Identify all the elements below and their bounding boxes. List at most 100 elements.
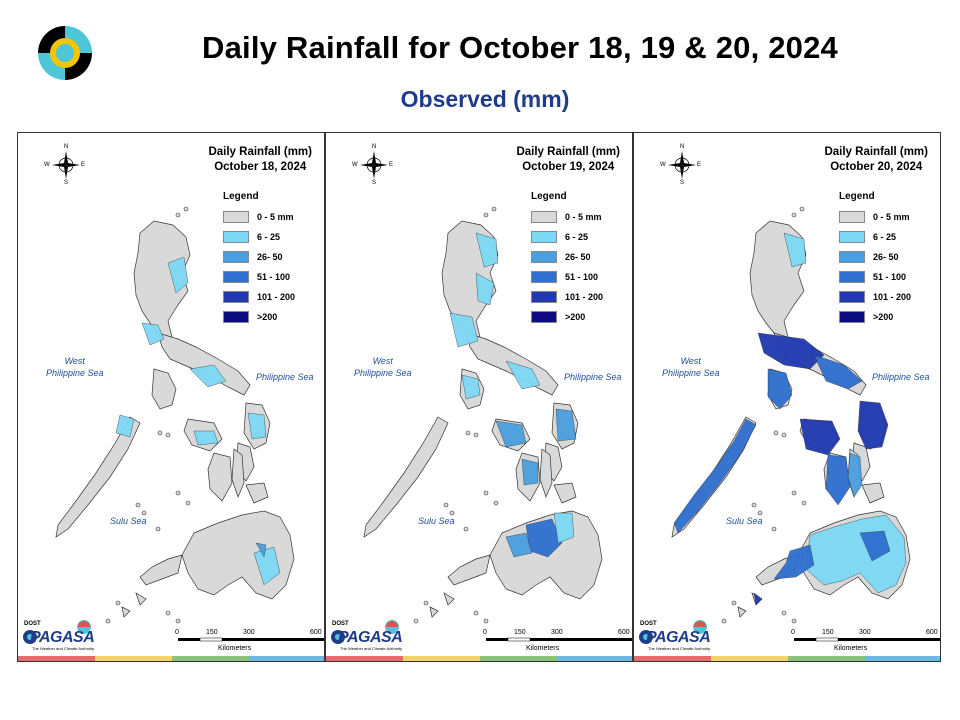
scale-tick: 600 bbox=[310, 629, 322, 636]
rainfall-area bbox=[847, 452, 863, 498]
page-subtitle: Observed (mm) bbox=[400, 86, 570, 112]
islet bbox=[721, 618, 727, 624]
legend-label: 101 - 200 bbox=[257, 292, 296, 302]
islet bbox=[175, 212, 181, 218]
compass-rose-icon bbox=[52, 151, 80, 179]
island-palawan bbox=[55, 416, 141, 538]
panel-title: Daily Rainfall (mm) October 18, 2024 bbox=[208, 145, 312, 175]
legend-swatch bbox=[839, 311, 865, 323]
stripe-segment bbox=[18, 656, 95, 661]
legend-swatch bbox=[839, 291, 865, 303]
island-negros bbox=[207, 452, 233, 502]
legend-swatch bbox=[531, 251, 557, 263]
island-zambo bbox=[447, 554, 491, 586]
rainfall-area bbox=[757, 332, 825, 370]
scale-unit: Kilometers bbox=[834, 645, 868, 652]
legend-swatch bbox=[223, 231, 249, 243]
compass-w: W bbox=[660, 162, 666, 168]
stripe-segment bbox=[557, 656, 632, 661]
rainfall-area bbox=[673, 418, 757, 534]
rainfall-area bbox=[783, 232, 807, 268]
legend-label: 6 - 25 bbox=[257, 232, 281, 242]
sea-label-sulu: Sulu Sea bbox=[110, 516, 147, 526]
islet bbox=[791, 212, 797, 218]
compass-w: W bbox=[44, 162, 50, 168]
rainfall-area bbox=[521, 458, 539, 486]
stripe-segment bbox=[95, 656, 172, 661]
islet bbox=[757, 510, 763, 516]
island-bohol bbox=[245, 482, 269, 504]
legend-swatch bbox=[223, 251, 249, 263]
rainfall-area bbox=[813, 354, 863, 390]
legend-swatch bbox=[531, 291, 557, 303]
philippines-map bbox=[23, 151, 324, 644]
islet bbox=[157, 430, 163, 436]
islet bbox=[449, 510, 455, 516]
philippines-map bbox=[331, 151, 632, 644]
rainfall-area bbox=[825, 454, 851, 506]
legend-label: 0 - 5 mm bbox=[565, 212, 602, 222]
islet bbox=[165, 432, 171, 438]
rainfall-area bbox=[255, 542, 267, 558]
stripe-segment bbox=[711, 656, 788, 661]
color-stripe bbox=[326, 656, 632, 661]
legend-label: 26- 50 bbox=[873, 252, 899, 262]
legend-swatch bbox=[531, 211, 557, 223]
islet bbox=[465, 430, 471, 436]
sea-label-west: West Philippine Sea bbox=[46, 356, 104, 378]
dost-label: DOST bbox=[24, 621, 41, 627]
scale-tick: 300 bbox=[551, 629, 563, 636]
legend-swatch bbox=[531, 271, 557, 283]
legend-swatch bbox=[223, 311, 249, 323]
pagasa-tagline: The Weather and Climate Authority bbox=[32, 646, 95, 651]
islet bbox=[165, 610, 171, 616]
sea-label-sulu: Sulu Sea bbox=[726, 516, 763, 526]
islet bbox=[473, 610, 479, 616]
rainfall-map-panel-oct-19: Daily Rainfall (mm) October 19, 2024 Legen… bbox=[325, 132, 633, 662]
island-bohol bbox=[861, 482, 885, 504]
legend-label: >200 bbox=[873, 312, 894, 322]
compass-e: E bbox=[389, 162, 394, 168]
legend-label: 26- 50 bbox=[257, 252, 283, 262]
islet bbox=[185, 500, 191, 506]
rainfall-area bbox=[167, 256, 189, 294]
island-luzonS bbox=[157, 332, 251, 396]
pagasa-tagline: The Weather and Climate Authority bbox=[648, 646, 711, 651]
rainfall-area bbox=[799, 418, 841, 456]
rainfall-map-panel-oct-20: Daily Rainfall (mm) October 20, 2024 Legen… bbox=[633, 132, 941, 662]
rainfall-area bbox=[859, 530, 891, 562]
stripe-segment bbox=[788, 656, 865, 661]
islet bbox=[483, 212, 489, 218]
island-sulu bbox=[429, 592, 455, 618]
legend-label: >200 bbox=[565, 312, 586, 322]
pagasa-tagline: The Weather and Climate Authority bbox=[340, 646, 403, 651]
scale-tick: 150 bbox=[514, 629, 526, 636]
legend-swatch bbox=[223, 271, 249, 283]
rainfall-area bbox=[505, 360, 541, 390]
islet bbox=[493, 500, 499, 506]
islet bbox=[135, 502, 141, 508]
stripe-segment bbox=[326, 656, 403, 661]
rainfall-area bbox=[773, 544, 815, 580]
legend-label: 6 - 25 bbox=[565, 232, 589, 242]
scale-tick: 600 bbox=[926, 629, 938, 636]
legend-label: >200 bbox=[257, 312, 278, 322]
panel-title: Daily Rainfall (mm) October 19, 2024 bbox=[516, 145, 620, 175]
islet bbox=[781, 432, 787, 438]
stripe-segment bbox=[865, 656, 940, 661]
rainfall-area bbox=[189, 364, 227, 388]
philippines-map bbox=[639, 151, 940, 644]
islet bbox=[115, 600, 121, 606]
color-stripe bbox=[634, 656, 940, 661]
legend-label: 26- 50 bbox=[565, 252, 591, 262]
legend-swatch bbox=[839, 271, 865, 283]
pagasa-logo bbox=[331, 620, 399, 644]
legend-title: Legend bbox=[531, 191, 567, 202]
islet bbox=[141, 510, 147, 516]
island-palawan bbox=[363, 416, 449, 538]
pagasa-wordmark: PAGASA bbox=[338, 629, 403, 646]
island-mindoro bbox=[151, 368, 177, 410]
rainfall-area bbox=[753, 592, 763, 606]
legend-label: 101 - 200 bbox=[565, 292, 604, 302]
scale-tick: 300 bbox=[859, 629, 871, 636]
